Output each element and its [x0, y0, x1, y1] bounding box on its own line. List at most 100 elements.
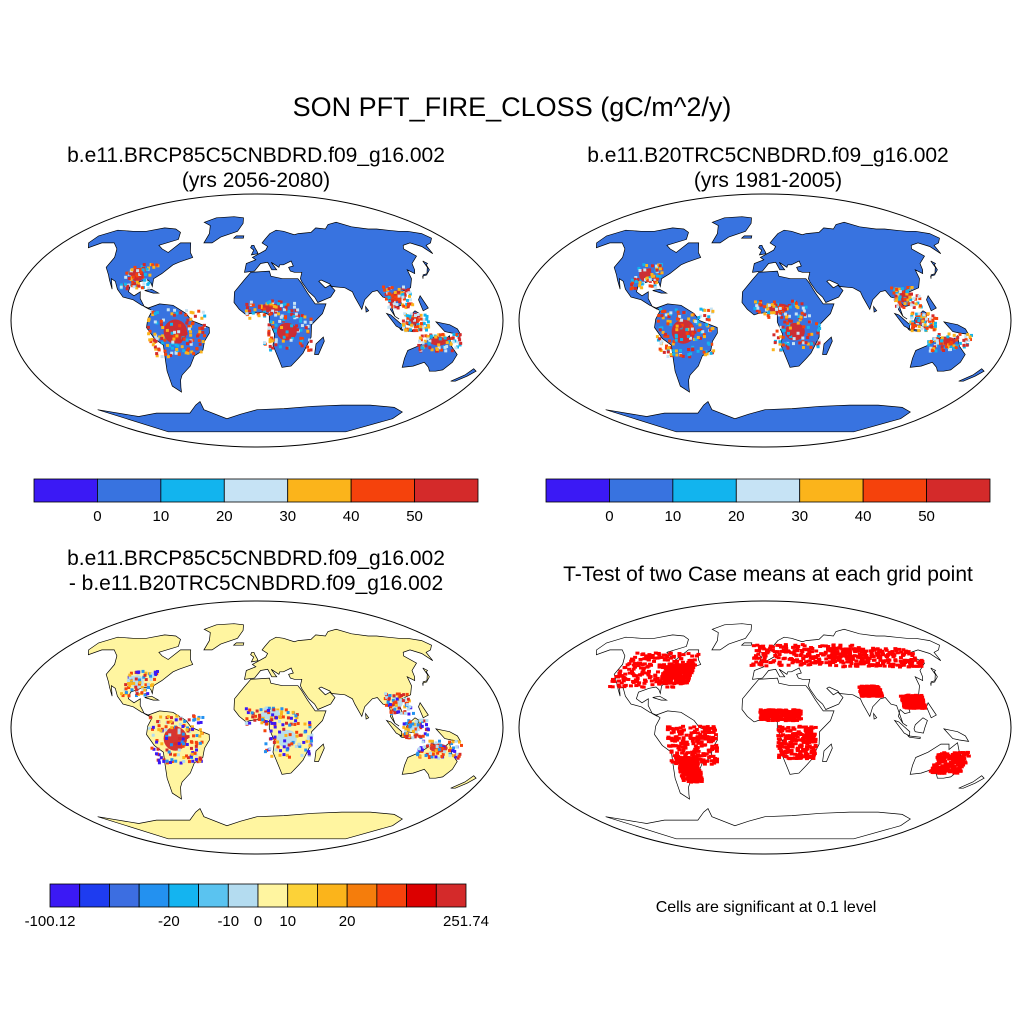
- grid-cells: [120, 669, 463, 765]
- colorbar-2-swatch-0: [545, 478, 610, 503]
- colorbar-1-swatch-1: [97, 478, 162, 503]
- colorbar-2-swatch-1: [609, 478, 674, 503]
- significance-note: Cells are significant at 0.1 level: [655, 899, 877, 916]
- colorbar-2-swatch-6: [926, 478, 991, 503]
- land-great-britain: [250, 651, 259, 663]
- colorbar-1-label-2: 20: [216, 508, 233, 525]
- land-sumatra: [893, 312, 911, 330]
- land-philippines: [418, 702, 429, 719]
- land-philippines: [418, 295, 429, 312]
- colorbar-3-swatch-11: [376, 883, 407, 908]
- land-great-britain: [250, 244, 259, 256]
- land-great-britain: [758, 244, 767, 256]
- land-greenland: [203, 216, 244, 244]
- colorbar-2-label-3: 30: [791, 508, 808, 525]
- land-japan: [422, 260, 430, 279]
- land-new-zealand: [450, 368, 477, 382]
- colorbar-3-swatch-3: [138, 883, 170, 908]
- colorbar-3-swatch-2: [109, 883, 140, 908]
- colorbar-1-label-5: 50: [406, 508, 423, 525]
- colorbar-3-swatch-4: [168, 883, 199, 908]
- colorbar-2-swatch-2: [672, 478, 737, 503]
- colorbar-3-label-5: 20: [339, 913, 356, 930]
- panel-1-title: b.e11.BRCP85C5CNBDRD.f09_g16.002: [67, 144, 445, 167]
- colorbar-3-swatch-5: [198, 883, 229, 908]
- map-border: [518, 193, 1012, 448]
- colorbar-2-label-1: 10: [665, 508, 682, 525]
- land-new-guinea: [943, 728, 970, 742]
- land-new-zealand: [958, 775, 985, 789]
- colorbar-3-label-4: 10: [279, 913, 296, 930]
- colorbar-1-label-1: 10: [153, 508, 170, 525]
- land-cuba: [144, 288, 160, 294]
- colorbar-2-label-2: 20: [728, 508, 745, 525]
- colorbar-3-swatch-13: [435, 883, 467, 908]
- colorbar-1-swatch-4: [287, 478, 352, 503]
- colorbar-1-label-4: 40: [343, 508, 360, 525]
- panel-3-title: b.e11.BRCP85C5CNBDRD.f09_g16.002: [67, 547, 445, 570]
- land-antarctica: [605, 808, 911, 840]
- map-panel-2: [518, 193, 1012, 448]
- colorbar-3-swatch-8: [287, 883, 318, 908]
- land-sumatra: [385, 719, 403, 737]
- map-border: [10, 600, 504, 855]
- panel-4-title: T-Test of two Case means at each grid po…: [563, 563, 973, 586]
- map-border: [10, 193, 504, 448]
- land-madagascar: [822, 336, 833, 355]
- land-eurasia: [752, 221, 942, 320]
- panel-2-title: b.e11.B20TRC5CNBDRD.f09_g16.002: [587, 144, 949, 167]
- colorbar-1-label-3: 30: [279, 508, 296, 525]
- colorbar-3-label-0: -100.12: [25, 913, 76, 930]
- colorbar-3-swatch-6: [227, 883, 259, 908]
- colorbar-1-swatch-5: [350, 478, 415, 503]
- land-greenland: [711, 623, 752, 651]
- land-new-guinea: [943, 321, 970, 335]
- colorbar-3-swatch-9: [317, 883, 348, 908]
- land-sri-lanka: [873, 712, 878, 720]
- colorbar-3-swatch-10: [346, 883, 378, 908]
- grid-cells: [629, 263, 974, 359]
- land-japan: [930, 667, 938, 686]
- land-north-america: [88, 634, 194, 717]
- colorbar-3-label-6: 251.74: [443, 913, 489, 930]
- colorbar-2-swatch-4: [799, 478, 864, 503]
- colorbar-1-swatch-0: [33, 478, 98, 503]
- land-japan: [422, 667, 430, 686]
- land-antarctica: [605, 401, 911, 433]
- grid-cells: [119, 263, 463, 359]
- land-madagascar: [314, 743, 325, 762]
- land-philippines: [926, 295, 937, 312]
- grid-cells: [608, 643, 971, 784]
- colorbar-3-swatch-0: [49, 883, 81, 908]
- colorbar-3-label-1: -20: [158, 913, 180, 930]
- colorbar-panel-1: 0 10 20 30 40 50: [33, 478, 479, 525]
- land-borneo: [913, 717, 928, 734]
- colorbar-1-swatch-6: [414, 478, 479, 503]
- land-new-zealand: [450, 775, 477, 789]
- land-sri-lanka: [365, 305, 370, 313]
- land-greenland: [711, 216, 752, 244]
- colorbar-3-label-3: 0: [254, 913, 262, 930]
- colorbar-2-swatch-5: [862, 478, 927, 503]
- land-madagascar: [314, 336, 325, 355]
- colorbar-2-label-4: 40: [855, 508, 872, 525]
- colorbar-2-label-5: 50: [918, 508, 935, 525]
- land-antarctica: [97, 401, 403, 433]
- land-iceland: [232, 642, 245, 646]
- land-greenland: [203, 623, 244, 651]
- colorbar-1-swatch-2: [160, 478, 225, 503]
- panel-1-subtitle: (yrs 2056-2080): [181, 169, 331, 192]
- land-new-zealand: [958, 368, 985, 382]
- land-java: [907, 735, 921, 739]
- land-iceland: [740, 642, 753, 646]
- land-cuba: [652, 695, 668, 701]
- map-panel-1: [10, 193, 504, 448]
- land-cuba: [144, 695, 160, 701]
- colorbar-3-swatch-7: [257, 883, 289, 908]
- colorbar-2-label-0: 0: [605, 508, 613, 525]
- land-philippines: [926, 702, 937, 719]
- land-cuba: [652, 288, 668, 294]
- main-title: SON PFT_FIRE_CLOSS (gC/m^2/y): [292, 92, 732, 122]
- colorbar-3-swatch-12: [406, 883, 437, 908]
- colorbar-2-swatch-3: [735, 478, 801, 503]
